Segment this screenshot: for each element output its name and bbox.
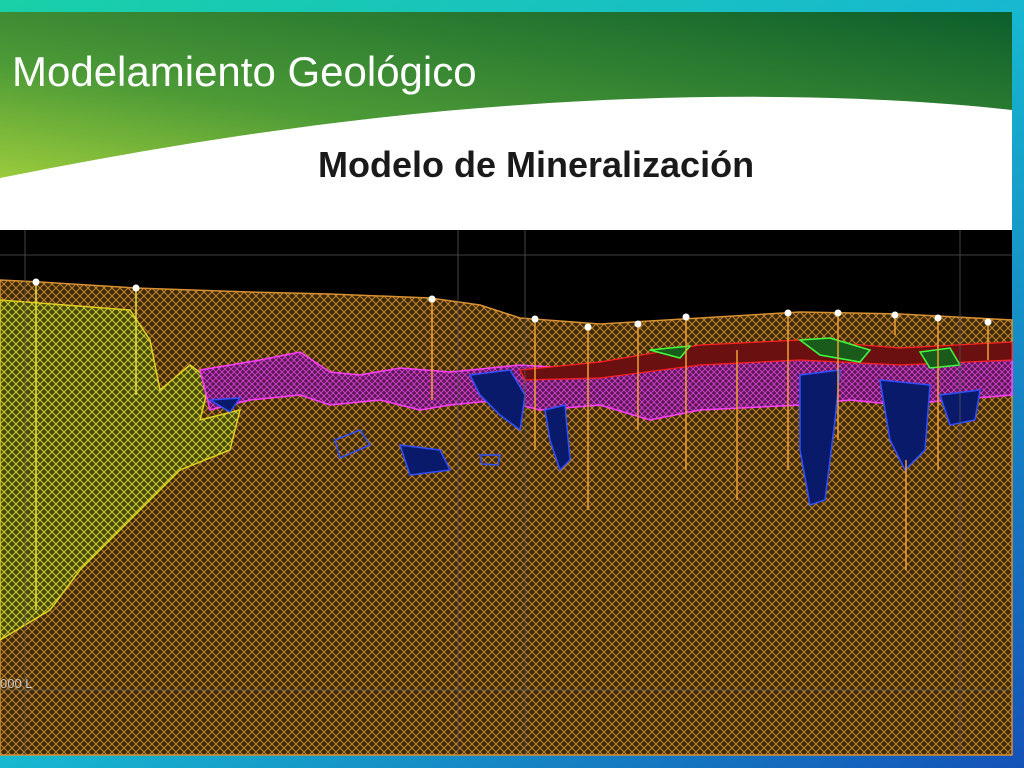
grid [0, 230, 1012, 755]
section-image: 000 L [0, 230, 1013, 756]
sulfide-outline [334, 429, 501, 466]
sulfide-zone [207, 369, 981, 506]
title: Modelamiento Geológico [12, 48, 477, 95]
collars [32, 278, 992, 331]
drill-holes [35, 282, 989, 610]
header-band [0, 12, 1012, 178]
subtitle: Modelo de Mineralización [318, 144, 754, 185]
oxide-zone [0, 299, 242, 641]
enriched-zone [519, 339, 1013, 381]
level-label: 000 L [0, 676, 33, 691]
